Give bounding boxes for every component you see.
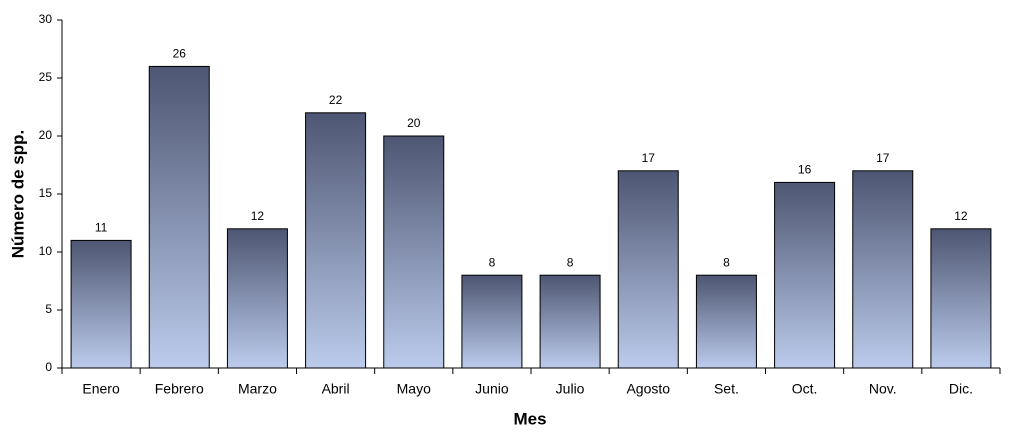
x-tick-label: Nov. bbox=[869, 381, 897, 397]
value-label: 11 bbox=[95, 221, 108, 235]
x-tick-label: Julio bbox=[556, 381, 585, 397]
bar bbox=[695, 274, 757, 369]
y-tick-label: 20 bbox=[39, 128, 53, 142]
value-label: 16 bbox=[798, 163, 812, 177]
y-tick-label: 30 bbox=[39, 12, 53, 26]
y-tick-label: 10 bbox=[39, 244, 53, 258]
value-label: 8 bbox=[489, 255, 496, 269]
x-tick-label: Oct. bbox=[792, 381, 818, 397]
y-axis-title: Número de spp. bbox=[8, 130, 27, 258]
bar bbox=[539, 274, 601, 369]
bar bbox=[930, 228, 992, 369]
bar bbox=[383, 135, 445, 369]
bar bbox=[226, 228, 288, 369]
value-label: 22 bbox=[329, 93, 343, 107]
x-axis-title: Mes bbox=[513, 409, 546, 428]
value-label: 8 bbox=[567, 255, 574, 269]
value-label: 8 bbox=[723, 255, 730, 269]
value-label: 26 bbox=[173, 47, 187, 61]
value-label: 20 bbox=[407, 116, 421, 130]
x-tick-label: Set. bbox=[714, 381, 739, 397]
bar bbox=[305, 112, 367, 369]
bar bbox=[774, 181, 836, 369]
bar bbox=[70, 239, 132, 369]
bar bbox=[617, 170, 679, 369]
x-tick-label: Marzo bbox=[238, 381, 277, 397]
bar bbox=[461, 274, 523, 369]
x-tick-label: Junio bbox=[475, 381, 509, 397]
value-label: 12 bbox=[954, 209, 968, 223]
value-label: 17 bbox=[876, 151, 890, 165]
bar bbox=[852, 170, 914, 369]
y-tick-label: 15 bbox=[39, 186, 53, 200]
x-tick-label: Febrero bbox=[155, 381, 204, 397]
bar bbox=[148, 65, 210, 369]
x-tick-label: Enero bbox=[82, 381, 120, 397]
x-tick-label: Mayo bbox=[397, 381, 431, 397]
value-label: 17 bbox=[642, 151, 656, 165]
x-tick-label: Agosto bbox=[626, 381, 670, 397]
y-tick-label: 0 bbox=[45, 360, 52, 374]
x-tick-label: Abril bbox=[322, 381, 350, 397]
x-tick-label: Dic. bbox=[949, 381, 973, 397]
value-label: 12 bbox=[251, 209, 265, 223]
y-tick-label: 25 bbox=[39, 70, 53, 84]
y-tick-label: 5 bbox=[45, 302, 52, 316]
